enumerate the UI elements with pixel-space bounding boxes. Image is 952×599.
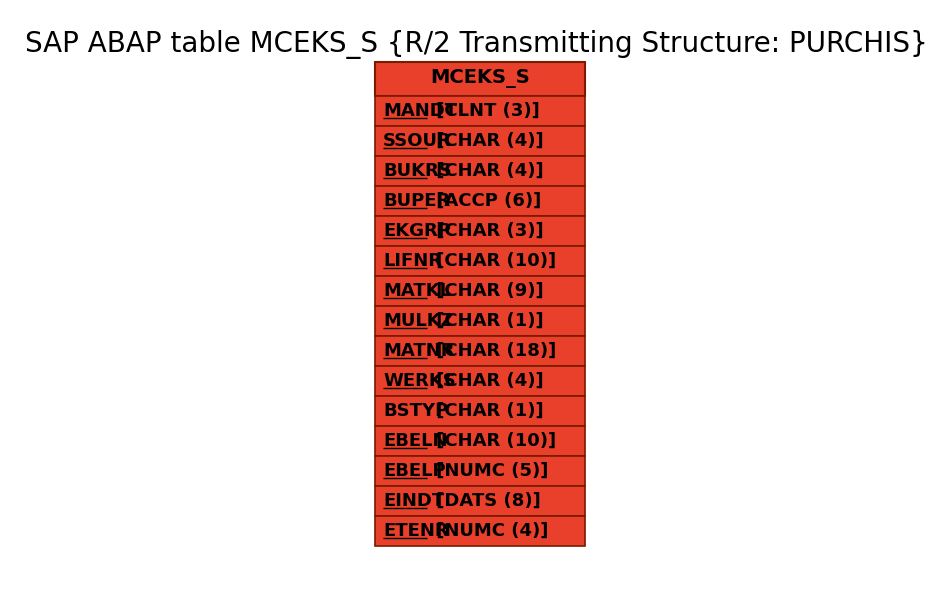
Text: [CHAR (9)]: [CHAR (9)]: [430, 282, 544, 300]
Text: [CHAR (10)]: [CHAR (10)]: [430, 252, 556, 270]
Text: [ACCP (6)]: [ACCP (6)]: [430, 192, 542, 210]
Text: [DATS (8)]: [DATS (8)]: [430, 492, 541, 510]
Bar: [375, 336, 585, 366]
Bar: [375, 96, 585, 126]
Text: [CHAR (4)]: [CHAR (4)]: [430, 132, 544, 150]
Text: SAP ABAP table MCEKS_S {R/2 Transmitting Structure: PURCHIS}: SAP ABAP table MCEKS_S {R/2 Transmitting…: [25, 30, 927, 59]
Text: [CHAR (1)]: [CHAR (1)]: [430, 312, 544, 330]
Text: WERKS: WERKS: [383, 372, 456, 390]
Bar: [375, 396, 585, 426]
Bar: [375, 426, 585, 456]
Bar: [375, 186, 585, 216]
Bar: [375, 246, 585, 276]
Text: EBELP: EBELP: [383, 462, 446, 480]
Text: EINDT: EINDT: [383, 492, 445, 510]
Text: [NUMC (4)]: [NUMC (4)]: [430, 522, 548, 540]
Bar: [375, 516, 585, 546]
Text: [NUMC (5)]: [NUMC (5)]: [430, 462, 548, 480]
Bar: [375, 456, 585, 486]
Text: [CHAR (10)]: [CHAR (10)]: [430, 432, 556, 450]
Bar: [375, 216, 585, 246]
Text: MULKZ: MULKZ: [383, 312, 453, 330]
Text: [CHAR (1)]: [CHAR (1)]: [430, 402, 544, 420]
Text: MCEKS_S: MCEKS_S: [430, 69, 530, 89]
Bar: [375, 62, 585, 96]
Text: EKGRP: EKGRP: [383, 222, 451, 240]
Text: [CLNT (3)]: [CLNT (3)]: [430, 102, 540, 120]
Text: BSTYP: BSTYP: [383, 402, 448, 420]
Text: [CHAR (4)]: [CHAR (4)]: [430, 162, 544, 180]
Text: BUPER: BUPER: [383, 192, 450, 210]
Text: EBELN: EBELN: [383, 432, 447, 450]
Text: ETENR: ETENR: [383, 522, 448, 540]
Bar: [375, 276, 585, 306]
Text: BUKRS: BUKRS: [383, 162, 452, 180]
Bar: [375, 366, 585, 396]
Bar: [375, 156, 585, 186]
Text: MATKL: MATKL: [383, 282, 451, 300]
Text: MATNR: MATNR: [383, 342, 454, 360]
Text: [CHAR (4)]: [CHAR (4)]: [430, 372, 544, 390]
Text: MANDT: MANDT: [383, 102, 457, 120]
Text: LIFNR: LIFNR: [383, 252, 442, 270]
Text: [CHAR (18)]: [CHAR (18)]: [430, 342, 556, 360]
Bar: [375, 306, 585, 336]
Bar: [375, 126, 585, 156]
Text: [CHAR (3)]: [CHAR (3)]: [430, 222, 544, 240]
Bar: [375, 486, 585, 516]
Text: SSOUR: SSOUR: [383, 132, 452, 150]
